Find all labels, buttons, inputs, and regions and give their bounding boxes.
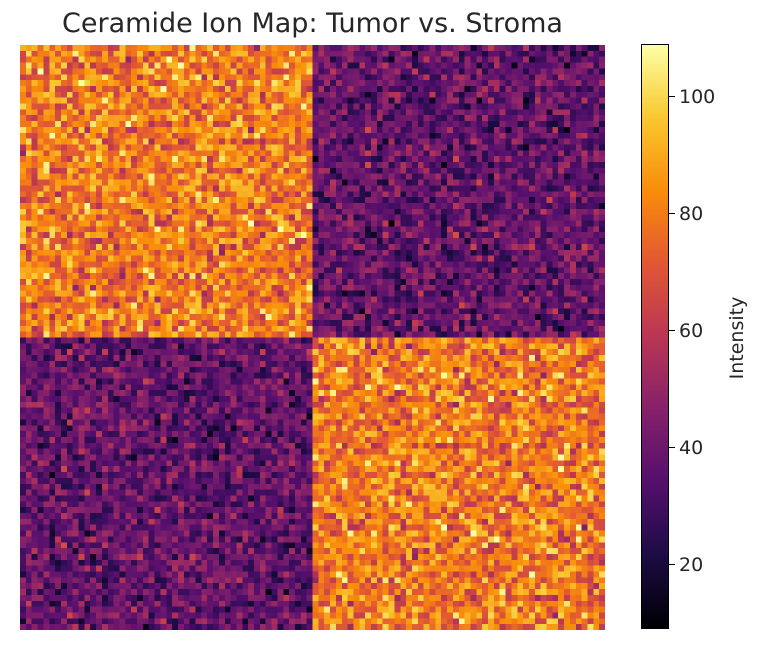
colorbar-tick-mark	[669, 447, 675, 449]
colorbar	[641, 44, 669, 629]
colorbar-tick-mark	[669, 213, 675, 215]
colorbar-tick-label: 40	[679, 436, 704, 459]
chart-title: Ceramide Ion Map: Tumor vs. Stroma	[62, 8, 563, 39]
colorbar-label: Intensity	[726, 296, 748, 380]
colorbar-tick-mark	[669, 564, 675, 566]
colorbar-tick-label: 20	[679, 553, 704, 576]
heatmap-image	[20, 45, 605, 630]
colorbar-tick-mark	[669, 96, 675, 98]
colorbar-tick-label: 100	[679, 85, 716, 108]
colorbar-tick-label: 60	[679, 319, 704, 342]
colorbar-tick-label: 80	[679, 202, 704, 225]
colorbar-tick-mark	[669, 330, 675, 332]
colorbar-ticks: 20 40 60 80 100	[669, 44, 729, 629]
